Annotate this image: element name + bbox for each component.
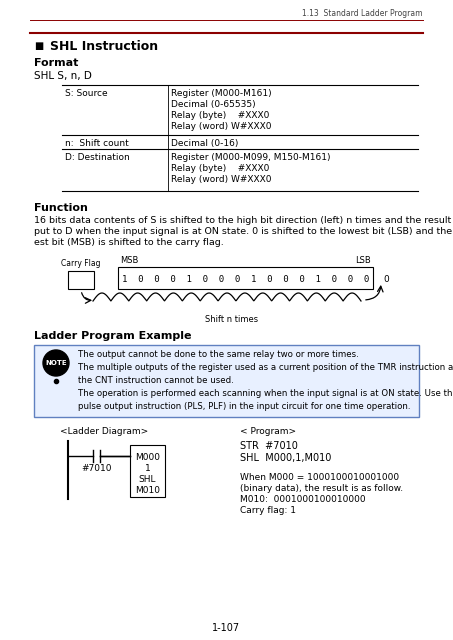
Text: NOTE: NOTE xyxy=(45,360,67,366)
Text: 1  0  0  0  1  0  0  0  1  0  0  0  1  0  0  0: 1 0 0 0 1 0 0 0 1 0 0 0 1 0 0 0 xyxy=(122,275,369,285)
Bar xyxy=(34,345,419,417)
Text: LSB: LSB xyxy=(355,256,371,265)
Text: ■: ■ xyxy=(34,41,43,51)
Text: STR  #7010: STR #7010 xyxy=(240,441,298,451)
Text: n:  Shift count: n: Shift count xyxy=(65,139,129,148)
Text: Carry Flag: Carry Flag xyxy=(61,259,101,268)
Text: The multiple outputs of the register used as a current position of the TMR instr: The multiple outputs of the register use… xyxy=(78,363,453,372)
Text: Function: Function xyxy=(34,203,88,213)
Text: #7010: #7010 xyxy=(81,464,112,473)
Text: Ladder Program Example: Ladder Program Example xyxy=(34,331,192,341)
Text: <Ladder Diagram>: <Ladder Diagram> xyxy=(60,427,148,436)
Text: M000: M000 xyxy=(135,453,160,462)
Text: SHL  M000,1,M010: SHL M000,1,M010 xyxy=(240,453,332,463)
Text: Relay (byte)    #XXX0: Relay (byte) #XXX0 xyxy=(171,164,270,173)
Text: Format: Format xyxy=(34,58,78,68)
Bar xyxy=(130,445,165,497)
Text: 0: 0 xyxy=(383,275,389,285)
Text: 1: 1 xyxy=(145,464,150,473)
Text: SHL S, n, D: SHL S, n, D xyxy=(34,71,92,81)
Text: Register (M000-M099, M150-M161): Register (M000-M099, M150-M161) xyxy=(171,153,331,162)
Circle shape xyxy=(43,350,69,376)
Text: put to D when the input signal is at ON state. 0 is shifted to the lowest bit (L: put to D when the input signal is at ON … xyxy=(34,227,453,236)
Text: D: Destination: D: Destination xyxy=(65,153,130,162)
Text: Relay (byte)    #XXX0: Relay (byte) #XXX0 xyxy=(171,111,270,120)
Text: est bit (MSB) is shifted to the carry flag.: est bit (MSB) is shifted to the carry fl… xyxy=(34,238,224,247)
Text: M010:  0001000100010000: M010: 0001000100010000 xyxy=(240,495,366,504)
Text: Decimal (0-16): Decimal (0-16) xyxy=(171,139,238,148)
Text: The operation is performed each scanning when the input signal is at ON state. U: The operation is performed each scanning… xyxy=(78,389,453,398)
Text: 1-107: 1-107 xyxy=(212,623,240,633)
Bar xyxy=(68,271,94,289)
Text: (binary data), the result is as follow.: (binary data), the result is as follow. xyxy=(240,484,403,493)
Text: Shift n times: Shift n times xyxy=(206,315,259,324)
Text: Relay (word) W#XXX0: Relay (word) W#XXX0 xyxy=(171,122,271,131)
Text: Carry flag: 1: Carry flag: 1 xyxy=(240,506,296,515)
Text: M010: M010 xyxy=(135,486,160,495)
Text: < Program>: < Program> xyxy=(240,427,296,436)
Bar xyxy=(118,267,373,289)
Text: SHL Instruction: SHL Instruction xyxy=(50,40,158,52)
Text: pulse output instruction (PLS, PLF) in the input circuit for one time operation.: pulse output instruction (PLS, PLF) in t… xyxy=(78,402,410,411)
Text: MSB: MSB xyxy=(120,256,138,265)
Text: Register (M000-M161): Register (M000-M161) xyxy=(171,89,272,98)
Text: Decimal (0-65535): Decimal (0-65535) xyxy=(171,100,255,109)
Text: SHL: SHL xyxy=(139,475,156,484)
Text: the CNT instruction cannot be used.: the CNT instruction cannot be used. xyxy=(78,376,234,385)
Text: The output cannot be done to the same relay two or more times.: The output cannot be done to the same re… xyxy=(78,350,359,359)
Text: 1.13  Standard Ladder Program: 1.13 Standard Ladder Program xyxy=(302,10,422,19)
Text: 16 bits data contents of S is shifted to the high bit direction (left) n times a: 16 bits data contents of S is shifted to… xyxy=(34,216,453,225)
Text: S: Source: S: Source xyxy=(65,89,108,98)
Text: When M000 = 1000100010001000: When M000 = 1000100010001000 xyxy=(240,473,399,482)
Text: Relay (word) W#XXX0: Relay (word) W#XXX0 xyxy=(171,175,271,184)
